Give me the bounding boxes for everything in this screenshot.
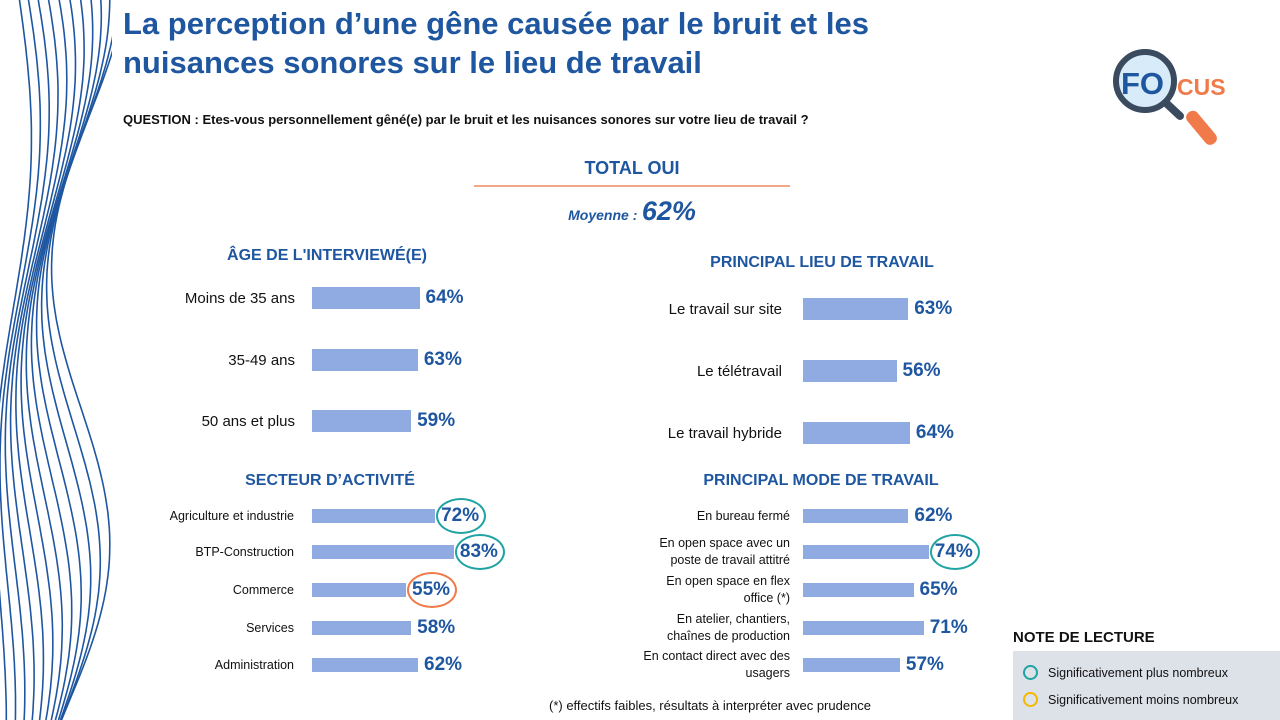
wave-line (0, 0, 42, 720)
category-label: En contact direct avec des usagers (643, 649, 790, 680)
significance-circle-plus (436, 498, 487, 534)
category-label: En bureau fermé (696, 508, 790, 523)
magnifying-glass-icon (1113, 49, 1177, 113)
category-label: Services (246, 620, 294, 635)
significance-circle-plus (929, 534, 980, 570)
category-label: En open space en flex office (*) (666, 574, 790, 605)
bar (312, 410, 412, 432)
legend-circle-icon (1023, 665, 1038, 680)
chart-title: PRINCIPAL LIEU DE TRAVAIL (710, 254, 934, 271)
mean-value: 62% (641, 196, 696, 226)
logo-text-cus: CUS (1177, 74, 1226, 100)
category-label: En open space avec un poste de travail a… (659, 536, 790, 567)
wave-line (25, 0, 85, 720)
mean-label: Moyenne : (568, 207, 638, 223)
category-label: En atelier, chantiers, chaînes de produc… (666, 612, 790, 643)
wave-line (50, 50, 112, 720)
bar (312, 545, 454, 559)
data-label: 62% (424, 654, 463, 675)
mean-row: Moyenne : 62% (474, 196, 790, 227)
wave-line (30, 0, 94, 720)
bar (312, 621, 412, 635)
data-label: 59% (417, 410, 456, 431)
data-label: 58% (417, 617, 456, 638)
bar (803, 360, 897, 382)
wave-line (0, 0, 33, 720)
legend-label: Significativement plus nombreux (1048, 665, 1228, 680)
wave-line (4, 0, 50, 720)
legend-circle-icon (1023, 692, 1038, 707)
data-label: 65% (919, 579, 958, 600)
category-label: Le travail sur site (668, 300, 782, 318)
category-label: Le travail hybride (667, 424, 782, 442)
data-label: 64% (915, 422, 954, 443)
bar (803, 509, 909, 523)
data-label: 56% (902, 360, 941, 381)
note-legend: Significativement plus nombreux Signific… (1013, 651, 1280, 720)
category-label: Moins de 35 ans (184, 289, 295, 307)
significance-circle-plus (454, 534, 505, 570)
footnote: (*) effectifs faibles, résultats à inter… (549, 698, 872, 713)
wave-line (40, 0, 111, 720)
survey-question: QUESTION : Etes-vous personnellement gên… (123, 112, 809, 127)
data-label: 64% (425, 287, 464, 308)
wave-line (15, 0, 68, 720)
data-label: 57% (905, 654, 944, 675)
bar (803, 583, 914, 597)
bar (312, 509, 436, 523)
bar (803, 298, 909, 320)
bar (803, 422, 910, 444)
category-label: Administration (214, 657, 294, 672)
bar (803, 658, 900, 672)
chart-title: SECTEUR D’ACTIVITÉ (245, 472, 415, 489)
data-label: 62% (914, 505, 953, 526)
wave-line (35, 0, 103, 720)
bar (803, 545, 929, 559)
legend-item-minus: Significativement moins nombreux (1023, 692, 1238, 707)
wave-line (20, 0, 77, 720)
page-title: La perception d’une gêne causée par le b… (123, 6, 869, 80)
legend-label: Significativement moins nombreux (1048, 692, 1239, 707)
category-label: 35-49 ans (228, 351, 295, 369)
category-label: Le télétravail (696, 362, 782, 380)
bar (312, 349, 418, 371)
bar (312, 583, 407, 597)
category-label: Agriculture et industrie (169, 508, 294, 523)
magnifier-handle (1186, 110, 1217, 145)
logo-text-fo: FO (1121, 66, 1164, 101)
focus-logo: FO CUS (1110, 44, 1234, 150)
significance-circle-minus (407, 572, 458, 608)
chart-title: PRINCIPAL MODE DE TRAVAIL (703, 472, 939, 489)
category-label: BTP-Construction (195, 544, 294, 559)
data-label: 71% (929, 617, 968, 638)
data-label: 63% (423, 349, 462, 370)
total-divider (474, 185, 790, 187)
note-title: NOTE DE LECTURE (1013, 629, 1155, 646)
bar (803, 621, 924, 635)
total-label: TOTAL OUI (584, 158, 680, 178)
legend-item-plus: Significativement plus nombreux (1023, 665, 1228, 680)
bar (312, 658, 419, 672)
wave-line (9, 0, 59, 720)
decorative-wave-lines (0, 0, 112, 720)
data-label: 63% (914, 298, 953, 319)
chart-title: ÂGE DE L'INTERVIEWÉ(E) (227, 247, 427, 264)
category-label: Commerce (232, 582, 294, 597)
bar (312, 287, 420, 309)
category-label: 50 ans et plus (201, 412, 295, 430)
